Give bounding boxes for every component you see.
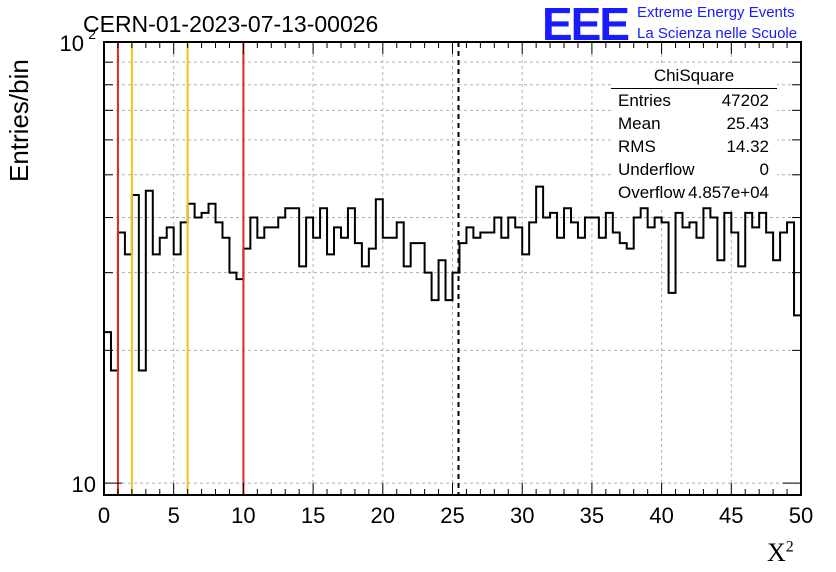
x-tick-label: 5 [168, 503, 180, 528]
stats-key: Underflow [618, 160, 695, 179]
x-tick-label: 40 [649, 503, 673, 528]
x-axis-label-sup: 2 [785, 538, 794, 556]
x-tick-label: 30 [510, 503, 534, 528]
stats-value: 0 [759, 160, 769, 179]
x-tick-label: 0 [98, 503, 110, 528]
stats-value: 4.857e+04 [688, 183, 769, 202]
x-tick-label: 25 [440, 503, 464, 528]
stats-row-rms: RMS 14.32 [611, 137, 777, 159]
stats-value: 25.43 [726, 114, 769, 133]
stats-row-underflow: Underflow 0 [611, 160, 777, 182]
stats-row-overflow: Overflow 4.857e+04 [611, 183, 777, 205]
x-axis-label-base: X [767, 538, 786, 567]
x-tick-label: 45 [719, 503, 743, 528]
stats-key: RMS [618, 137, 656, 156]
stats-row-entries: Entries 47202 [611, 91, 777, 113]
stats-value: 47202 [721, 91, 769, 110]
stats-row-mean: Mean 25.43 [611, 114, 777, 136]
stats-value: 14.32 [726, 137, 769, 156]
stats-key: Overflow [618, 183, 686, 202]
x-tick-label: 15 [301, 503, 325, 528]
stats-key: Entries [618, 91, 671, 110]
logo-subtitle-2: La Scienza nelle Scuole [637, 25, 798, 42]
run-title: CERN-01-2023-07-13-00026 [83, 11, 379, 37]
x-tick-label: 35 [580, 503, 604, 528]
stats-key: Mean [618, 114, 661, 133]
y-tick-label-exponent: 2 [88, 26, 96, 42]
stats-title-underline [611, 88, 777, 89]
histogram-series [104, 185, 802, 495]
x-tick-label: 10 [231, 503, 255, 528]
eee-logo: EEE [542, 0, 630, 50]
stats-box: ChiSquare Entries 47202 Mean 25.43 RMS 1… [611, 66, 777, 207]
logo-subtitle-1: Extreme Energy Events [637, 4, 795, 21]
stats-title: ChiSquare [653, 66, 735, 85]
y-axis-label: Entries/bin [4, 59, 34, 182]
y-tick-label: 10 [60, 31, 84, 56]
x-tick-label: 20 [371, 503, 395, 528]
x-axis-label: X2 [767, 538, 794, 568]
x-tick-label: 50 [789, 503, 813, 528]
y-tick-label: 10 [72, 472, 96, 497]
